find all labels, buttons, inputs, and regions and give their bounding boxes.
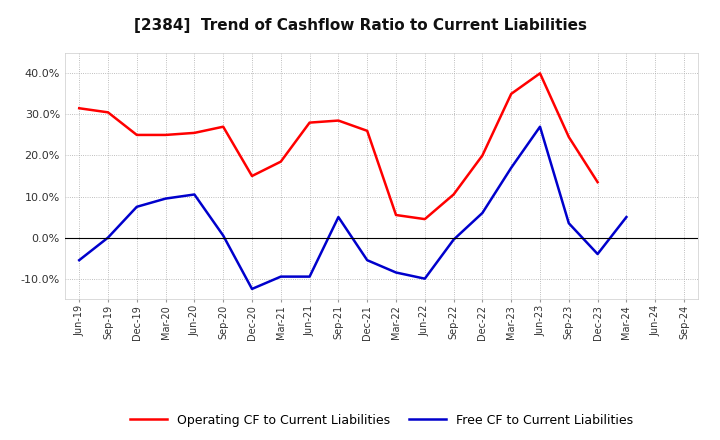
Free CF to Current Liabilities (132, 204, 141, 209)
Operating CF to Current Liabilities (564, 134, 573, 139)
Line: Free CF to Current Liabilities: Free CF to Current Liabilities (79, 127, 626, 289)
Free CF to Current Liabilities (219, 233, 228, 238)
Operating CF to Current Liabilities (161, 132, 170, 138)
Free CF to Current Liabilities (161, 196, 170, 201)
Free CF to Current Liabilities (564, 220, 573, 226)
Operating CF to Current Liabilities (536, 71, 544, 76)
Free CF to Current Liabilities (104, 235, 112, 240)
Operating CF to Current Liabilities (420, 216, 429, 222)
Free CF to Current Liabilities (190, 192, 199, 197)
Operating CF to Current Liabilities (104, 110, 112, 115)
Operating CF to Current Liabilities (363, 128, 372, 133)
Text: [2384]  Trend of Cashflow Ratio to Current Liabilities: [2384] Trend of Cashflow Ratio to Curren… (133, 18, 587, 33)
Free CF to Current Liabilities (248, 286, 256, 292)
Operating CF to Current Liabilities (248, 173, 256, 179)
Free CF to Current Liabilities (478, 210, 487, 216)
Free CF to Current Liabilities (507, 165, 516, 170)
Operating CF to Current Liabilities (276, 159, 285, 164)
Operating CF to Current Liabilities (449, 192, 458, 197)
Operating CF to Current Liabilities (219, 124, 228, 129)
Free CF to Current Liabilities (276, 274, 285, 279)
Free CF to Current Liabilities (75, 257, 84, 263)
Operating CF to Current Liabilities (334, 118, 343, 123)
Operating CF to Current Liabilities (507, 91, 516, 96)
Free CF to Current Liabilities (593, 251, 602, 257)
Free CF to Current Liabilities (536, 124, 544, 129)
Free CF to Current Liabilities (363, 257, 372, 263)
Free CF to Current Liabilities (334, 214, 343, 220)
Operating CF to Current Liabilities (132, 132, 141, 138)
Free CF to Current Liabilities (305, 274, 314, 279)
Free CF to Current Liabilities (392, 270, 400, 275)
Line: Operating CF to Current Liabilities: Operating CF to Current Liabilities (79, 73, 598, 219)
Operating CF to Current Liabilities (305, 120, 314, 125)
Operating CF to Current Liabilities (593, 180, 602, 185)
Operating CF to Current Liabilities (190, 130, 199, 136)
Free CF to Current Liabilities (420, 276, 429, 281)
Legend: Operating CF to Current Liabilities, Free CF to Current Liabilities: Operating CF to Current Liabilities, Fre… (125, 409, 639, 432)
Operating CF to Current Liabilities (478, 153, 487, 158)
Operating CF to Current Liabilities (75, 106, 84, 111)
Free CF to Current Liabilities (449, 237, 458, 242)
Operating CF to Current Liabilities (392, 213, 400, 218)
Free CF to Current Liabilities (622, 214, 631, 220)
